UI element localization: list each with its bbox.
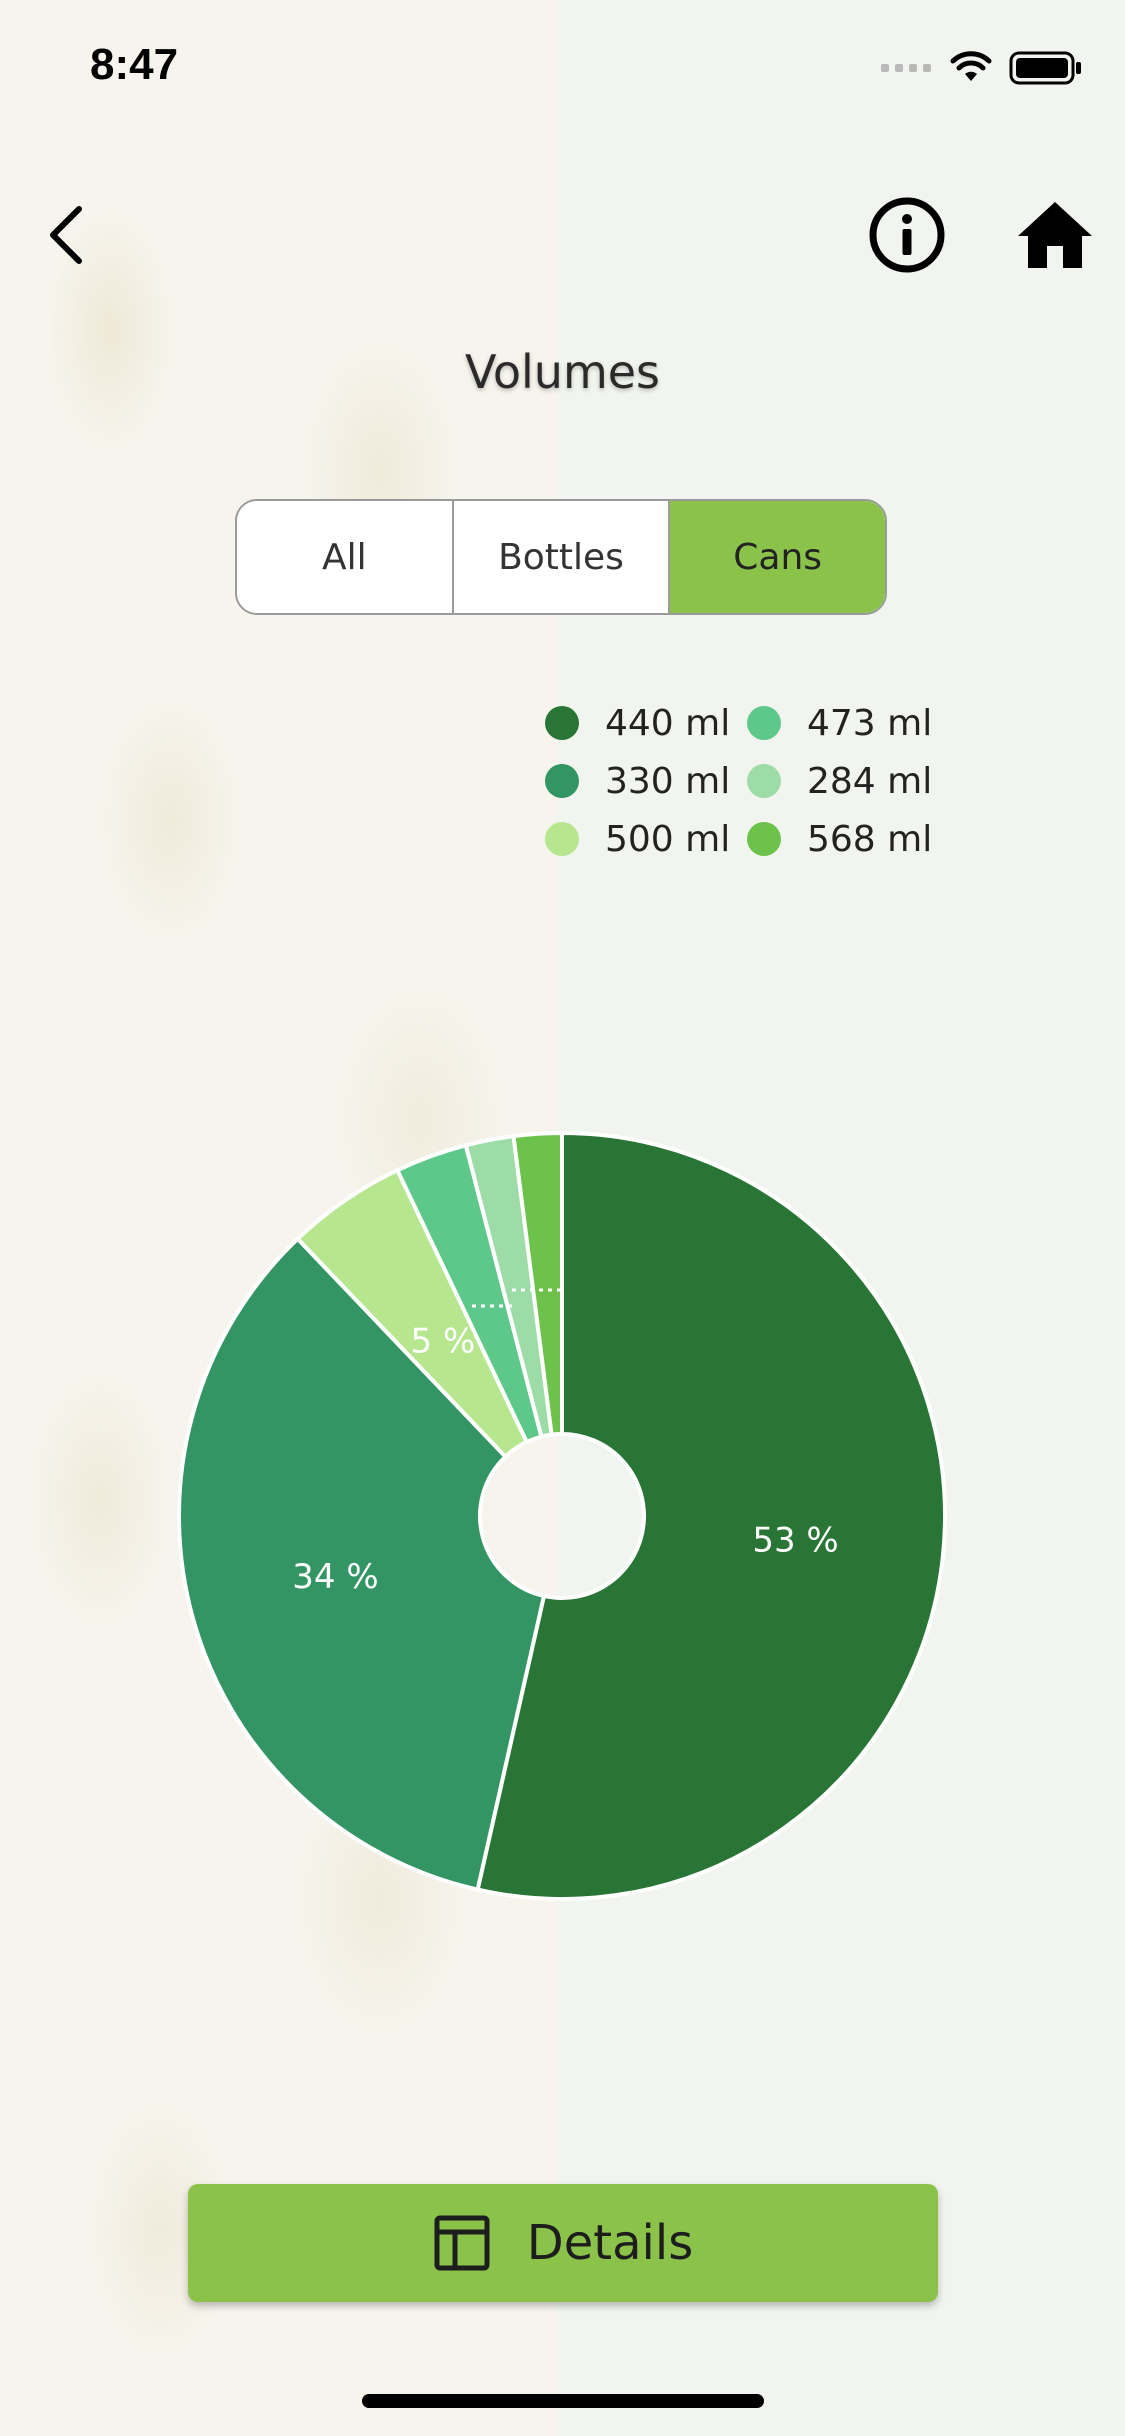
segmented-control: All Bottles Cans (235, 499, 887, 615)
legend-item[interactable]: 568 ml (747, 816, 947, 862)
legend-swatch (747, 822, 781, 856)
legend-item[interactable]: 330 ml (545, 758, 747, 804)
details-button[interactable]: Details (188, 2184, 938, 2302)
legend-swatch (545, 764, 579, 798)
info-circle-icon (869, 197, 945, 273)
chevron-left-icon (50, 206, 82, 264)
legend-label: 568 ml (807, 818, 933, 860)
signal-icon (881, 64, 931, 72)
status-bar: 8:47 (0, 0, 1125, 135)
wifi-icon (950, 51, 992, 81)
legend-swatch (545, 822, 579, 856)
legend-label: 473 ml (807, 702, 933, 744)
legend-label: 500 ml (605, 818, 731, 860)
details-label: Details (526, 2215, 694, 2271)
info-button[interactable] (862, 190, 952, 280)
legend-label: 440 ml (605, 702, 731, 744)
home-indicator (362, 2394, 764, 2408)
home-icon (1018, 202, 1092, 268)
table-icon (434, 2215, 490, 2271)
legend-item[interactable]: 500 ml (545, 816, 747, 862)
home-button[interactable] (1010, 190, 1100, 280)
back-button[interactable] (30, 195, 100, 275)
legend-swatch (747, 706, 781, 740)
legend-label: 284 ml (807, 760, 933, 802)
status-icons (881, 48, 1083, 88)
segment-cans[interactable]: Cans (668, 501, 885, 613)
legend-swatch (545, 706, 579, 740)
page-title: Volumes (464, 345, 661, 399)
legend-swatch (747, 764, 781, 798)
legend-item[interactable]: 473 ml (747, 700, 947, 746)
segment-all[interactable]: All (237, 501, 452, 613)
status-time: 8:47 (90, 40, 179, 89)
legend-label: 330 ml (605, 760, 731, 802)
segment-bottles[interactable]: Bottles (451, 501, 669, 613)
battery-icon (1009, 51, 1081, 85)
legend-item[interactable]: 440 ml (545, 700, 747, 746)
chart-legend: 440 ml 473 ml 330 ml 284 ml 500 ml 568 m… (545, 700, 965, 862)
legend-item[interactable]: 284 ml (747, 758, 947, 804)
